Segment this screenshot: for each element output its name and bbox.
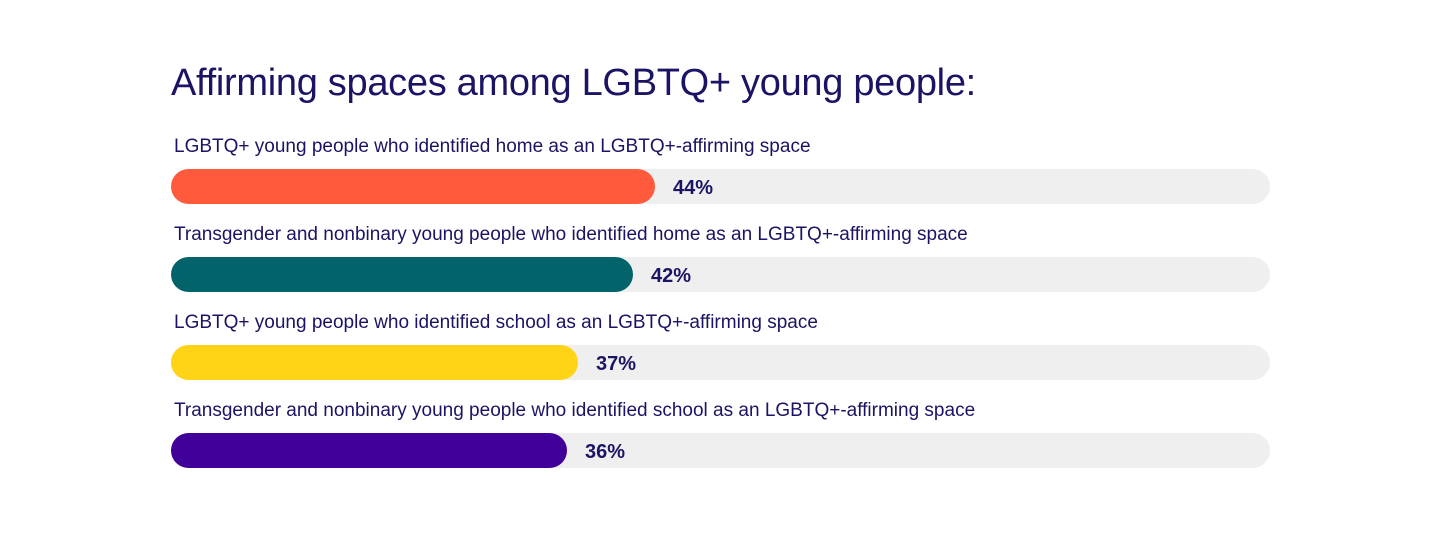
bar-row: Transgender and nonbinary young people w… (171, 398, 1270, 486)
bar-fill (171, 257, 633, 292)
bar-row: LGBTQ+ young people who identified schoo… (171, 310, 1270, 398)
bar-row: Transgender and nonbinary young people w… (171, 222, 1270, 310)
bar-value-label: 37% (596, 353, 637, 375)
bar-track: 42% (171, 257, 1270, 292)
bar-row: LGBTQ+ young people who identified home … (171, 134, 1270, 222)
bar-category-label: LGBTQ+ young people who identified schoo… (174, 312, 818, 333)
bar-fill (171, 169, 655, 204)
bar-value-label: 44% (673, 177, 714, 199)
bar-fill (171, 345, 578, 380)
bar-track: 36% (171, 433, 1270, 468)
bar-category-label: LGBTQ+ young people who identified home … (174, 136, 811, 157)
bar-track: 44% (171, 169, 1270, 204)
bar-chart: LGBTQ+ young people who identified home … (171, 134, 1270, 486)
bar-value-label: 36% (585, 441, 626, 463)
chart-title: Affirming spaces among LGBTQ+ young peop… (171, 62, 976, 104)
bar-category-label: Transgender and nonbinary young people w… (174, 400, 976, 421)
bar-value-label: 42% (651, 265, 692, 287)
bar-fill (171, 433, 567, 468)
bar-track: 37% (171, 345, 1270, 380)
bar-category-label: Transgender and nonbinary young people w… (174, 224, 968, 245)
